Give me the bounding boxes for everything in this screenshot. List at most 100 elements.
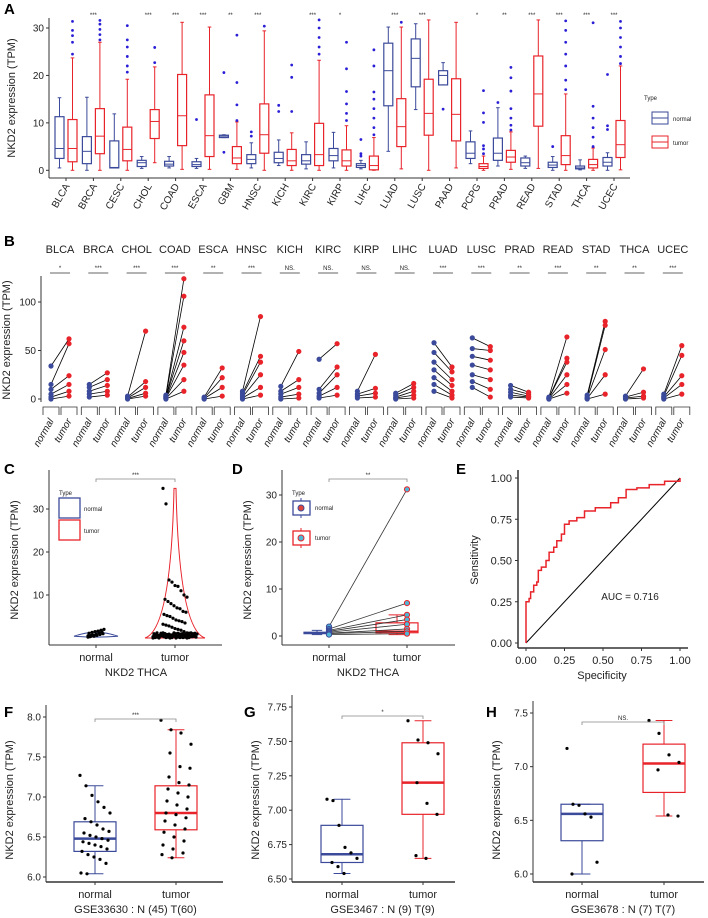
outlier-point bbox=[71, 28, 74, 32]
pair-line bbox=[165, 390, 185, 400]
pair-line bbox=[89, 385, 108, 392]
y-axis-label: NKD2 expression (TPM) bbox=[1, 280, 13, 399]
y-tick-label: 1.00 bbox=[491, 473, 512, 485]
x-bracket bbox=[157, 406, 175, 415]
tumor-point bbox=[415, 781, 419, 785]
pair-line bbox=[328, 628, 408, 634]
tumor-point bbox=[602, 372, 608, 378]
normal-point bbox=[99, 845, 103, 849]
legend-key-normal bbox=[58, 497, 81, 519]
normal-point bbox=[48, 396, 54, 402]
pair-line bbox=[586, 349, 606, 399]
tumor-point bbox=[403, 486, 411, 493]
outlier-point bbox=[591, 145, 595, 148]
y-tick-label: 8.0 bbox=[27, 713, 41, 724]
box-tumor-READ-box bbox=[533, 55, 544, 127]
panel-F: 6.0 6.5 7.0 7.5 8.0 NKD2 expression (TPM) *** n… bbox=[4, 705, 223, 916]
normal-point bbox=[96, 800, 100, 804]
tumor-point bbox=[181, 362, 187, 368]
tumor-point bbox=[168, 751, 172, 755]
normal-point bbox=[330, 860, 334, 865]
outlier-point bbox=[345, 119, 348, 122]
y-tick-label: 7.75 bbox=[268, 703, 288, 714]
significance-label: ** bbox=[211, 266, 216, 272]
x-tick-label: normal bbox=[645, 416, 670, 449]
pair-line bbox=[395, 383, 414, 394]
significance-label: *** bbox=[419, 13, 427, 19]
outlier-point bbox=[345, 40, 348, 44]
x-tick-label: normal bbox=[415, 416, 440, 449]
significance-bracket bbox=[341, 715, 424, 719]
significance-label: *** bbox=[528, 13, 536, 19]
pair-line bbox=[165, 352, 185, 399]
outlier-point bbox=[98, 38, 102, 42]
outlier-point bbox=[359, 154, 363, 158]
significance-label: NS. bbox=[285, 266, 295, 272]
outlier-point bbox=[359, 138, 363, 141]
significance-label: * bbox=[59, 266, 62, 272]
tumor-point bbox=[666, 813, 670, 817]
tumor-point bbox=[257, 372, 264, 378]
box-normal-PAAD-box bbox=[438, 70, 449, 86]
pair-line bbox=[625, 368, 644, 397]
normal-point bbox=[89, 633, 93, 638]
outlier-point bbox=[125, 24, 129, 28]
normal-point bbox=[125, 396, 131, 402]
pair-line bbox=[663, 355, 683, 397]
box-normal-CESC-box bbox=[109, 140, 120, 169]
y-tick-label: 6.50 bbox=[268, 875, 288, 886]
normal-point bbox=[86, 384, 92, 390]
normal-point bbox=[101, 827, 105, 831]
normal-point bbox=[469, 384, 475, 390]
x-tick-label: normal bbox=[606, 416, 631, 449]
outlier-point bbox=[606, 73, 609, 76]
pair-line bbox=[50, 390, 70, 398]
tumor-point bbox=[174, 636, 178, 640]
tumor-point bbox=[168, 614, 172, 619]
outlier-point bbox=[290, 63, 294, 67]
outlier-point bbox=[290, 75, 294, 79]
tumor-point bbox=[66, 373, 72, 379]
pair-line bbox=[127, 330, 146, 397]
tumor-point bbox=[176, 627, 180, 632]
tumor-point bbox=[104, 377, 110, 383]
pair-line bbox=[242, 356, 261, 394]
x-tick-label: tumor bbox=[665, 416, 688, 444]
x-tick-label-tumor: tumor bbox=[393, 652, 421, 664]
x-tick-label: 0.50 bbox=[592, 655, 613, 667]
x-tick-label: normal bbox=[185, 416, 210, 449]
auc-annotation: AUC = 0.716 bbox=[601, 592, 659, 603]
box-tumor-KICH-box bbox=[286, 148, 297, 167]
outlier-point bbox=[606, 124, 609, 128]
y-tick-label: 0 bbox=[271, 632, 277, 643]
normal-point bbox=[431, 381, 437, 388]
tumor-point bbox=[104, 370, 110, 376]
normal-point bbox=[342, 871, 346, 876]
tumor-point bbox=[170, 856, 174, 860]
x-tick-label-normal: normal bbox=[79, 652, 113, 664]
box-tumor-PAAD-box bbox=[451, 78, 462, 142]
y-tick-label: 6.5 bbox=[27, 833, 41, 844]
pair-line bbox=[318, 366, 338, 390]
tumor-point bbox=[184, 632, 188, 636]
tumor-point bbox=[334, 364, 340, 370]
x-bracket bbox=[60, 406, 78, 415]
y-tick-label: 7.0 bbox=[27, 793, 41, 804]
outlier-point bbox=[564, 40, 568, 44]
tumor-point bbox=[155, 635, 159, 639]
outlier-point bbox=[619, 45, 622, 49]
normal-point bbox=[48, 363, 54, 369]
pair-line bbox=[548, 392, 568, 400]
tumor-point bbox=[183, 827, 187, 831]
tumor-point bbox=[176, 584, 180, 589]
tumor-point bbox=[164, 811, 168, 815]
outlier-point bbox=[496, 101, 500, 104]
tumor-point bbox=[162, 830, 166, 834]
x-tick-label: 0.00 bbox=[515, 655, 536, 667]
tumor-point bbox=[334, 384, 340, 390]
tumor-point bbox=[175, 803, 179, 807]
normal-point bbox=[343, 845, 347, 849]
tumor-point bbox=[181, 276, 187, 282]
tumor-point bbox=[161, 631, 165, 635]
normal-point bbox=[431, 359, 437, 365]
